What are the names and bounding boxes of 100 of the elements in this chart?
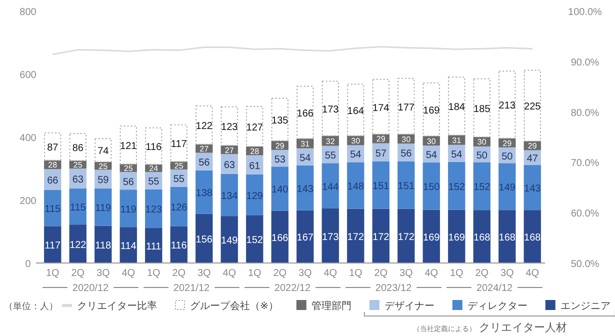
bar [347,84,364,136]
data-label: 152 [448,182,466,193]
data-label: 169 [423,232,440,244]
x-tick-label: 2Q [273,268,287,279]
x-tick-label: 3Q [96,268,110,279]
data-label: 164 [347,106,364,117]
data-label: 28 [250,146,260,156]
bar [498,70,516,139]
data-label: 56 [122,176,134,188]
data-label: 173 [322,232,340,243]
bar [296,210,314,263]
data-label: 24 [149,164,159,174]
legend-label: グループ会社（※） [190,300,278,312]
x-tick-label: 3Q [500,268,514,279]
data-label: 126 [170,202,188,214]
x-tick-label: 3Q [399,268,414,279]
bar [94,188,112,226]
bar [44,190,62,226]
data-label: 213 [498,100,516,112]
bar [473,78,490,138]
data-label: 25 [98,162,108,171]
x-tick-label: 4Q [122,268,136,279]
data-label: 134 [221,190,238,202]
bar [196,170,213,214]
x-tick-label: 4Q [526,268,540,279]
data-label: 151 [372,181,390,192]
data-label: 185 [474,104,491,115]
data-label: 61 [249,160,261,172]
y2-tick-label: 70.0% [570,158,600,170]
bar [498,163,516,210]
data-label: 55 [324,150,336,162]
bar [271,210,288,263]
x-tick-label: 4Q [222,268,236,279]
data-label: 152 [246,235,264,246]
data-label: 114 [120,241,137,252]
data-label: 116 [146,142,162,154]
bar [44,132,62,161]
y-tick-label: 400 [20,133,37,144]
x-tick-label: 1Q [348,268,363,279]
data-label: 168 [474,232,491,244]
data-label: 74 [98,146,110,158]
data-label: 167 [296,232,314,244]
data-label: 166 [272,232,289,244]
data-label: 149 [221,236,238,247]
bar [246,215,264,263]
bar [296,165,314,210]
data-label: 117 [170,139,188,150]
data-label: 117 [44,240,62,252]
data-label: 119 [95,203,112,214]
y-tick-label: 200 [20,196,37,207]
data-label: 28 [48,160,58,170]
text: 2021/12 [173,283,210,294]
bar [498,210,516,263]
data-label: 122 [70,240,87,251]
line-series [52,46,534,56]
data-label: 56 [198,158,210,169]
bar [347,208,364,263]
data-label: 32 [326,136,336,146]
x-tick-label: 1Q [146,268,161,279]
bar [473,162,490,210]
bar [69,224,86,263]
data-label: 168 [524,232,542,244]
bar [170,124,188,162]
bar [398,208,415,263]
data-label: 30 [477,138,487,147]
data-label: 115 [44,204,62,216]
legend-label: デザイナー [384,301,434,312]
bar [69,188,86,225]
bar [448,162,466,210]
text: 2024/12 [476,283,514,294]
bar [372,208,390,263]
data-label: 54 [300,152,312,164]
data-label: 150 [423,182,440,194]
data-label: 156 [196,234,213,246]
bar [422,210,440,263]
x-tick-label: 1Q [248,268,262,279]
data-label: 57 [375,148,387,160]
bar [322,80,339,136]
data-label: 27 [200,144,210,154]
bar [145,189,162,228]
data-label: 174 [372,102,390,114]
data-label: 123 [145,204,162,216]
bar [524,165,541,210]
bar [220,174,238,216]
data-label: 47 [526,154,538,165]
x-tick-label: 2Q [475,268,489,279]
x-tick-label: 4Q [424,268,438,279]
data-label: 31 [452,136,462,145]
data-label: 30 [402,134,412,144]
y2-tick-label: 90.0% [570,57,600,68]
data-label: 152 [474,182,491,194]
data-label: 172 [398,232,415,243]
bar [322,163,339,209]
x-tick-label: 2Q [172,268,186,279]
data-label: 144 [322,182,340,193]
data-label: 27 [224,146,234,155]
data-label: 151 [398,181,415,192]
bar [44,226,62,263]
x-tick-label: 2Q [71,268,85,279]
bar [473,210,490,263]
